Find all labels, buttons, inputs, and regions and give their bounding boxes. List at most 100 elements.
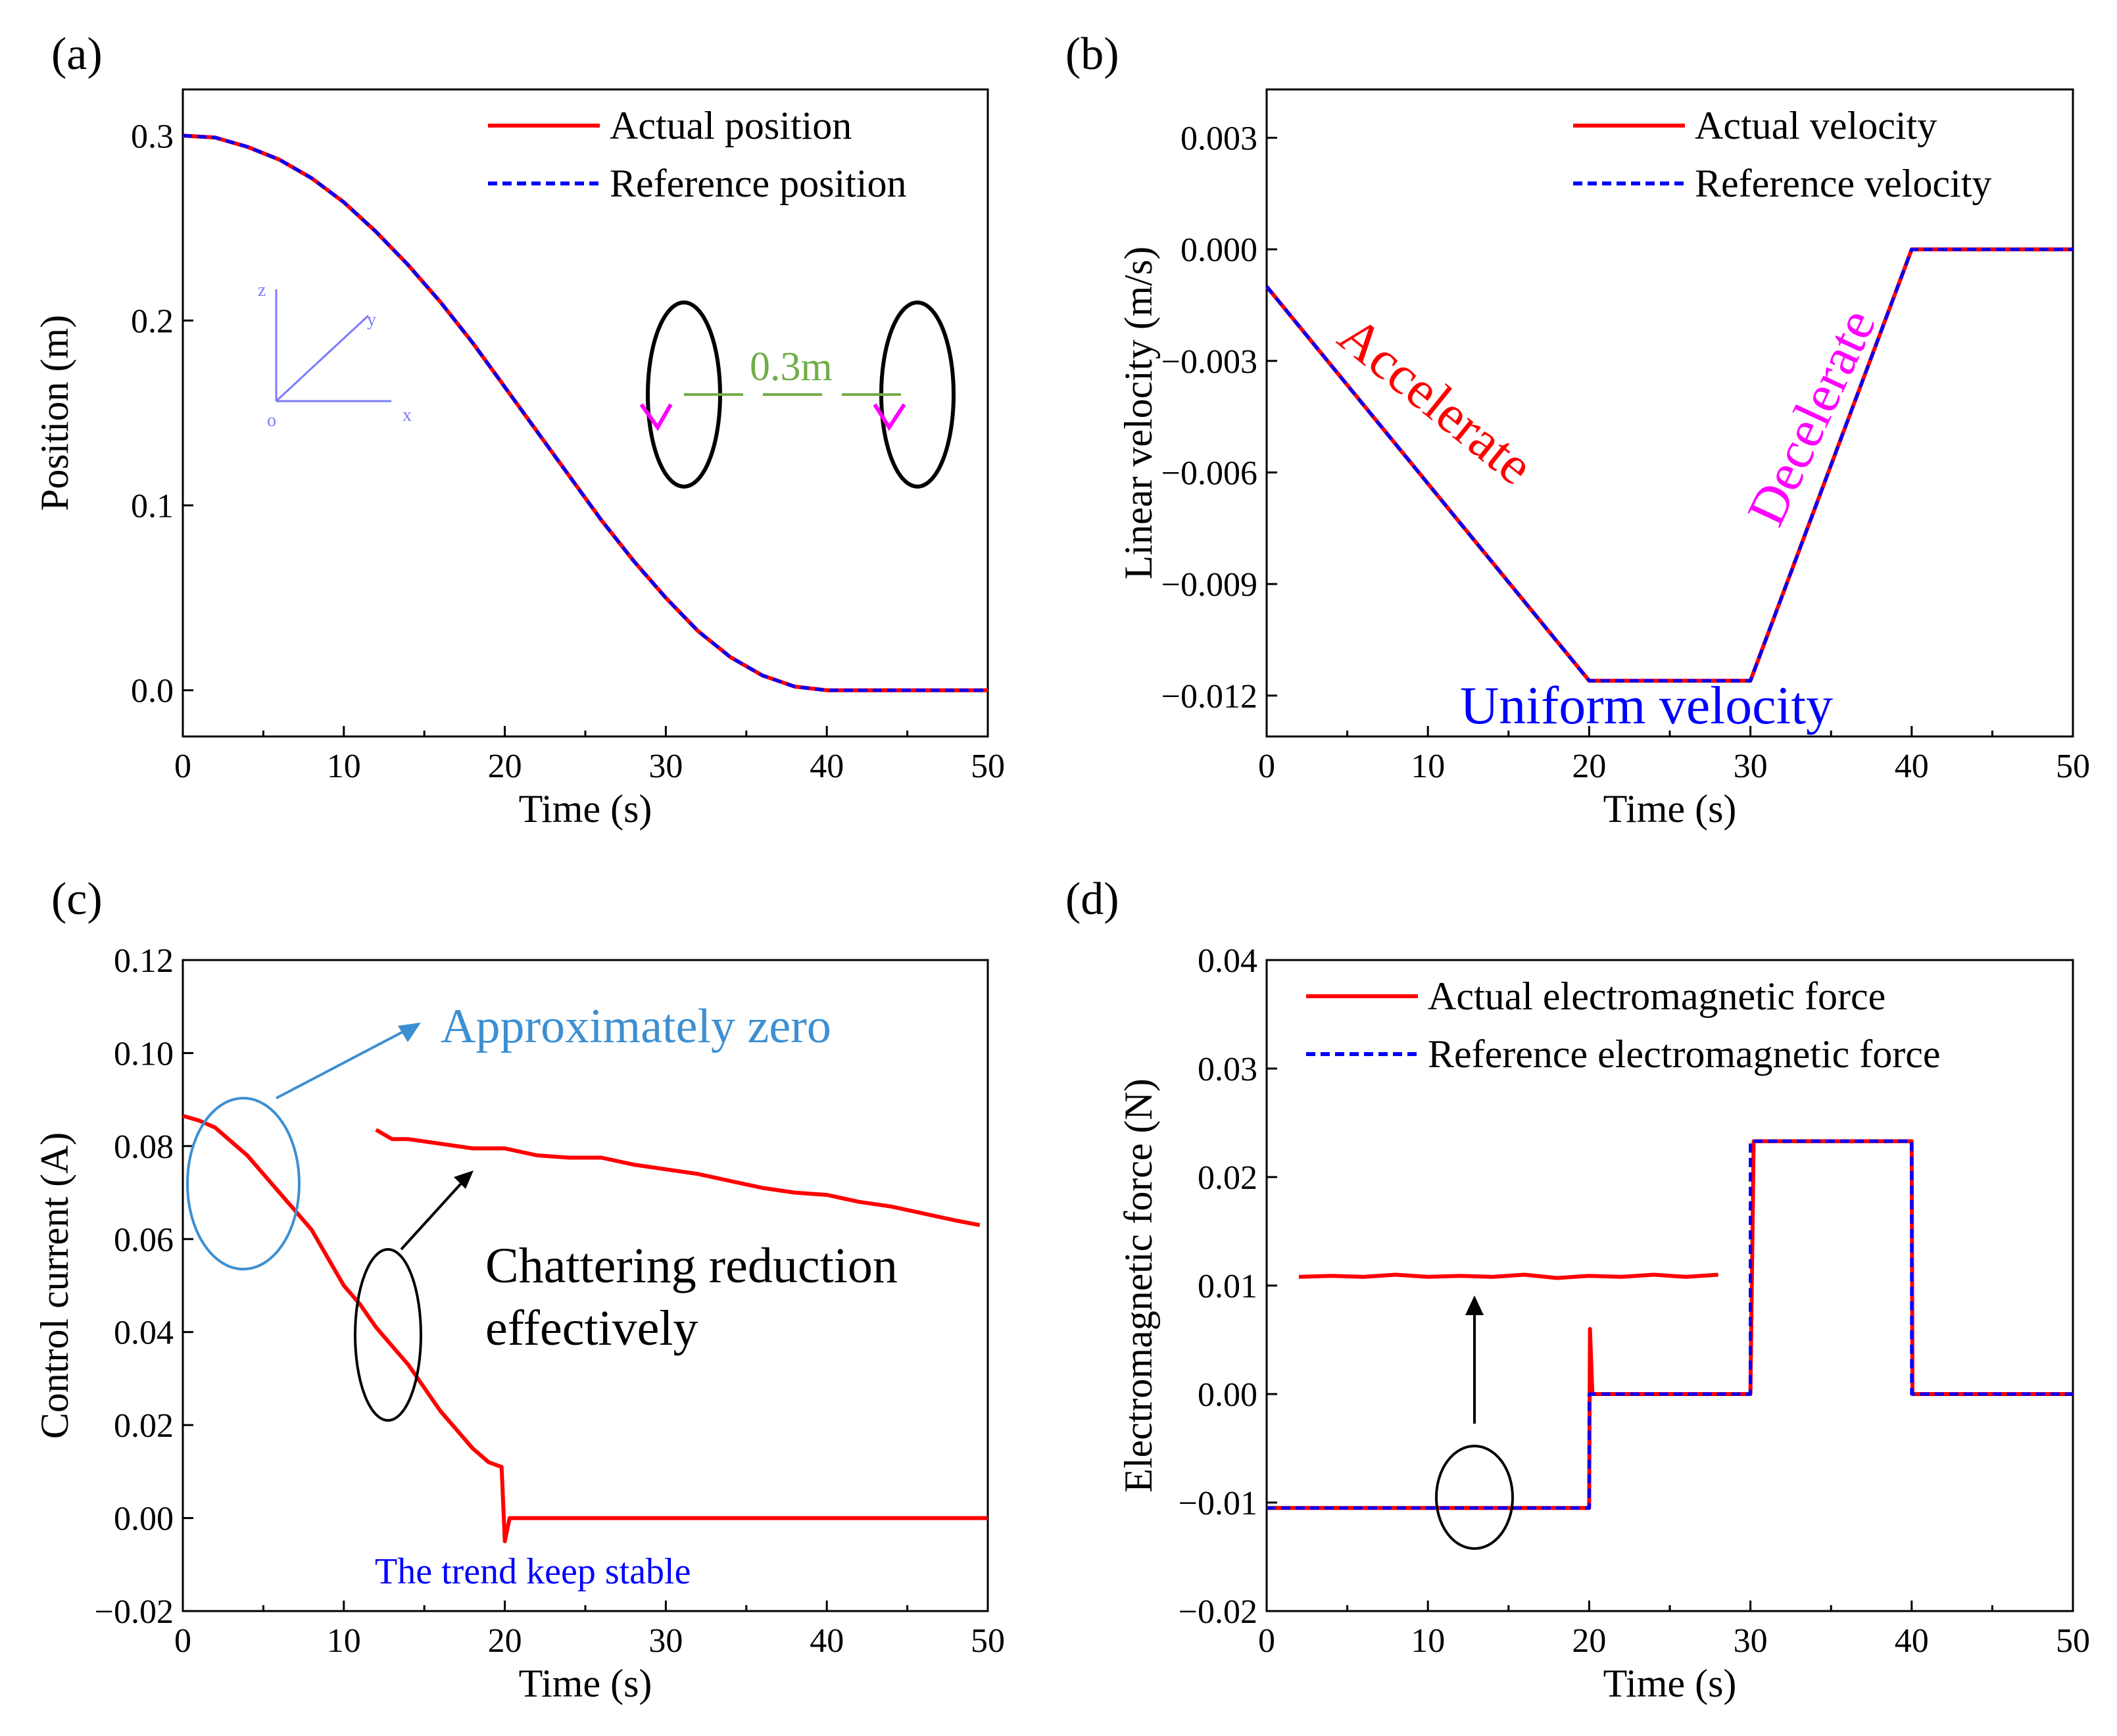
chatter-label-line2: effectively <box>485 1301 698 1356</box>
x-tick-label: 30 <box>1734 748 1768 785</box>
legend-label: Reference electromagnetic force <box>1428 1032 1940 1076</box>
y-tick-label: 0.03 <box>1198 1051 1257 1088</box>
panel-d: (d) 0 10 20 30 40 50 −0.02 −0.01 0.00 0.01 0.02 0.03… <box>1065 874 2090 1705</box>
zoom-region-circle <box>1435 1445 1514 1550</box>
panel-label: (a) <box>51 29 103 80</box>
y-tick-label: −0.01 <box>1179 1485 1257 1522</box>
y-tick-label: −0.012 <box>1161 678 1257 715</box>
y-tick-label: 0.12 <box>114 942 174 980</box>
origin-label: o <box>267 410 276 431</box>
x-axis-label: Time (s) <box>519 1662 652 1705</box>
y-axis-label: Control current (A) <box>33 1132 76 1439</box>
chatter-arrow-line <box>400 1176 468 1251</box>
x-tick-label: 30 <box>1734 1622 1768 1660</box>
legend-label: Actual position <box>610 104 852 147</box>
y-tick-label: 0.08 <box>114 1128 174 1166</box>
current-arrow-right-icon <box>873 403 906 431</box>
x-tick-label: 50 <box>2056 1622 2090 1660</box>
y-axis-label: Linear velocity (m/s) <box>1117 247 1160 579</box>
y-label: y <box>367 310 376 330</box>
uniform-label: Uniform velocity <box>1460 675 1833 735</box>
legend-label: Reference velocity <box>1695 162 1991 205</box>
x-tick-label: 40 <box>810 748 844 785</box>
x-tick-label: 0 <box>1258 1622 1275 1660</box>
z-label: z <box>258 280 266 301</box>
panel-c: (c) 0 10 20 30 40 50 −0.02 0.00 0.02 0.04 0.06 0.08 0… <box>33 874 1005 1705</box>
x-tick-label: 20 <box>1572 1622 1606 1660</box>
y-tick-label: 0.00 <box>114 1501 174 1538</box>
approx-arrow-head-icon <box>398 1023 421 1042</box>
legend-label: Actual electromagnetic force <box>1428 975 1886 1018</box>
series-line-actual-position <box>182 133 988 692</box>
x-tick-label: 30 <box>648 1622 683 1660</box>
x-tick-label: 0 <box>1258 748 1275 785</box>
x-tick-label: 20 <box>1572 748 1606 785</box>
y-tick-label: 0.000 <box>1180 231 1257 269</box>
y-tick-label: −0.009 <box>1161 566 1257 604</box>
panel-label: (b) <box>1065 29 1119 80</box>
x-tick-label: 0 <box>174 1622 191 1660</box>
panel-label: (d) <box>1065 874 1119 925</box>
axes-triad-icon: z y x o <box>258 280 412 431</box>
x-tick-label: 50 <box>2056 748 2090 785</box>
stable-label: The trend keep stable <box>375 1551 691 1592</box>
x-tick-label: 50 <box>971 748 1005 785</box>
y-tick-label: 0.0 <box>131 673 174 710</box>
x-label: x <box>402 405 412 425</box>
y-axis-line <box>275 314 370 402</box>
series-line-actual-velocity <box>1265 247 2073 683</box>
y-tick-label: 0.003 <box>1180 120 1257 158</box>
x-tick-label: 20 <box>488 1622 522 1660</box>
y-tick-label: 0.04 <box>1198 942 1257 980</box>
y-tick-label: −0.003 <box>1161 343 1257 381</box>
x-tick-label: 10 <box>1411 1622 1445 1660</box>
zero-region-circle <box>186 1097 301 1270</box>
x-tick-label: 0 <box>174 748 191 785</box>
chatter-label-line1: Chattering reduction <box>485 1238 898 1293</box>
series-line-zoomed-force <box>1298 1272 1718 1280</box>
x-axis-label: Time (s) <box>1603 1662 1737 1705</box>
x-tick-label: 40 <box>1895 1622 1929 1660</box>
approx-arrow-line <box>276 1025 415 1099</box>
series-line-reference-electromagnetic-force <box>1267 1140 2073 1510</box>
panel-a: (a) 0 10 20 30 40 50 0.0 0.1 0.2 0.3 Time (s) Positi… <box>33 29 1005 831</box>
x-axis-label: Time (s) <box>1603 787 1737 831</box>
series-line-control-current <box>182 1114 988 1543</box>
current-arrow-left-icon <box>639 403 673 431</box>
legend-label: Actual velocity <box>1695 104 1937 147</box>
y-tick-label: 0.00 <box>1198 1376 1257 1414</box>
y-tick-label: 0.02 <box>114 1407 174 1445</box>
y-tick-label: −0.006 <box>1161 454 1257 492</box>
series-line-reference-velocity <box>1265 247 2073 683</box>
series-line-zoomed-current <box>375 1128 981 1228</box>
x-tick-label: 40 <box>1895 748 1929 785</box>
series-line-actual-electromagnetic-force <box>1267 1139 2073 1510</box>
chatter-arrow-head-icon <box>454 1170 474 1189</box>
x-tick-label: 10 <box>327 1622 361 1660</box>
x-tick-label: 30 <box>648 748 683 785</box>
y-tick-label: 0.06 <box>114 1221 174 1259</box>
x-tick-label: 40 <box>810 1622 844 1660</box>
y-tick-label: 0.04 <box>114 1314 174 1352</box>
y-tick-label: 0.1 <box>131 488 174 525</box>
chatter-region-circle <box>354 1248 422 1422</box>
y-tick-label: 0.02 <box>1198 1159 1257 1197</box>
y-tick-label: 0.01 <box>1198 1268 1257 1305</box>
decelerate-label: Decelerate <box>1736 301 1887 535</box>
x-tick-label: 10 <box>1411 748 1445 785</box>
legend-label: Reference position <box>610 162 907 205</box>
x-tick-label: 50 <box>971 1622 1005 1660</box>
x-tick-label: 20 <box>488 748 522 785</box>
y-tick-label: −0.02 <box>1179 1593 1257 1631</box>
y-axis-label: Electromagnetic force (N) <box>1117 1078 1160 1493</box>
y-tick-label: −0.02 <box>95 1593 174 1631</box>
y-tick-label: 0.2 <box>131 302 174 340</box>
panel-b: (b) 0 10 20 30 40 50 0.003 0.000 −0.003 −0.006 −0.0… <box>1065 29 2090 831</box>
panel-label: (c) <box>51 874 103 925</box>
x-tick-label: 10 <box>327 748 361 785</box>
y-tick-label: 0.10 <box>114 1035 174 1073</box>
series-line-reference-position <box>182 133 988 692</box>
approx-label: Approximately zero <box>441 1000 831 1053</box>
x-axis-label: Time (s) <box>519 787 652 831</box>
